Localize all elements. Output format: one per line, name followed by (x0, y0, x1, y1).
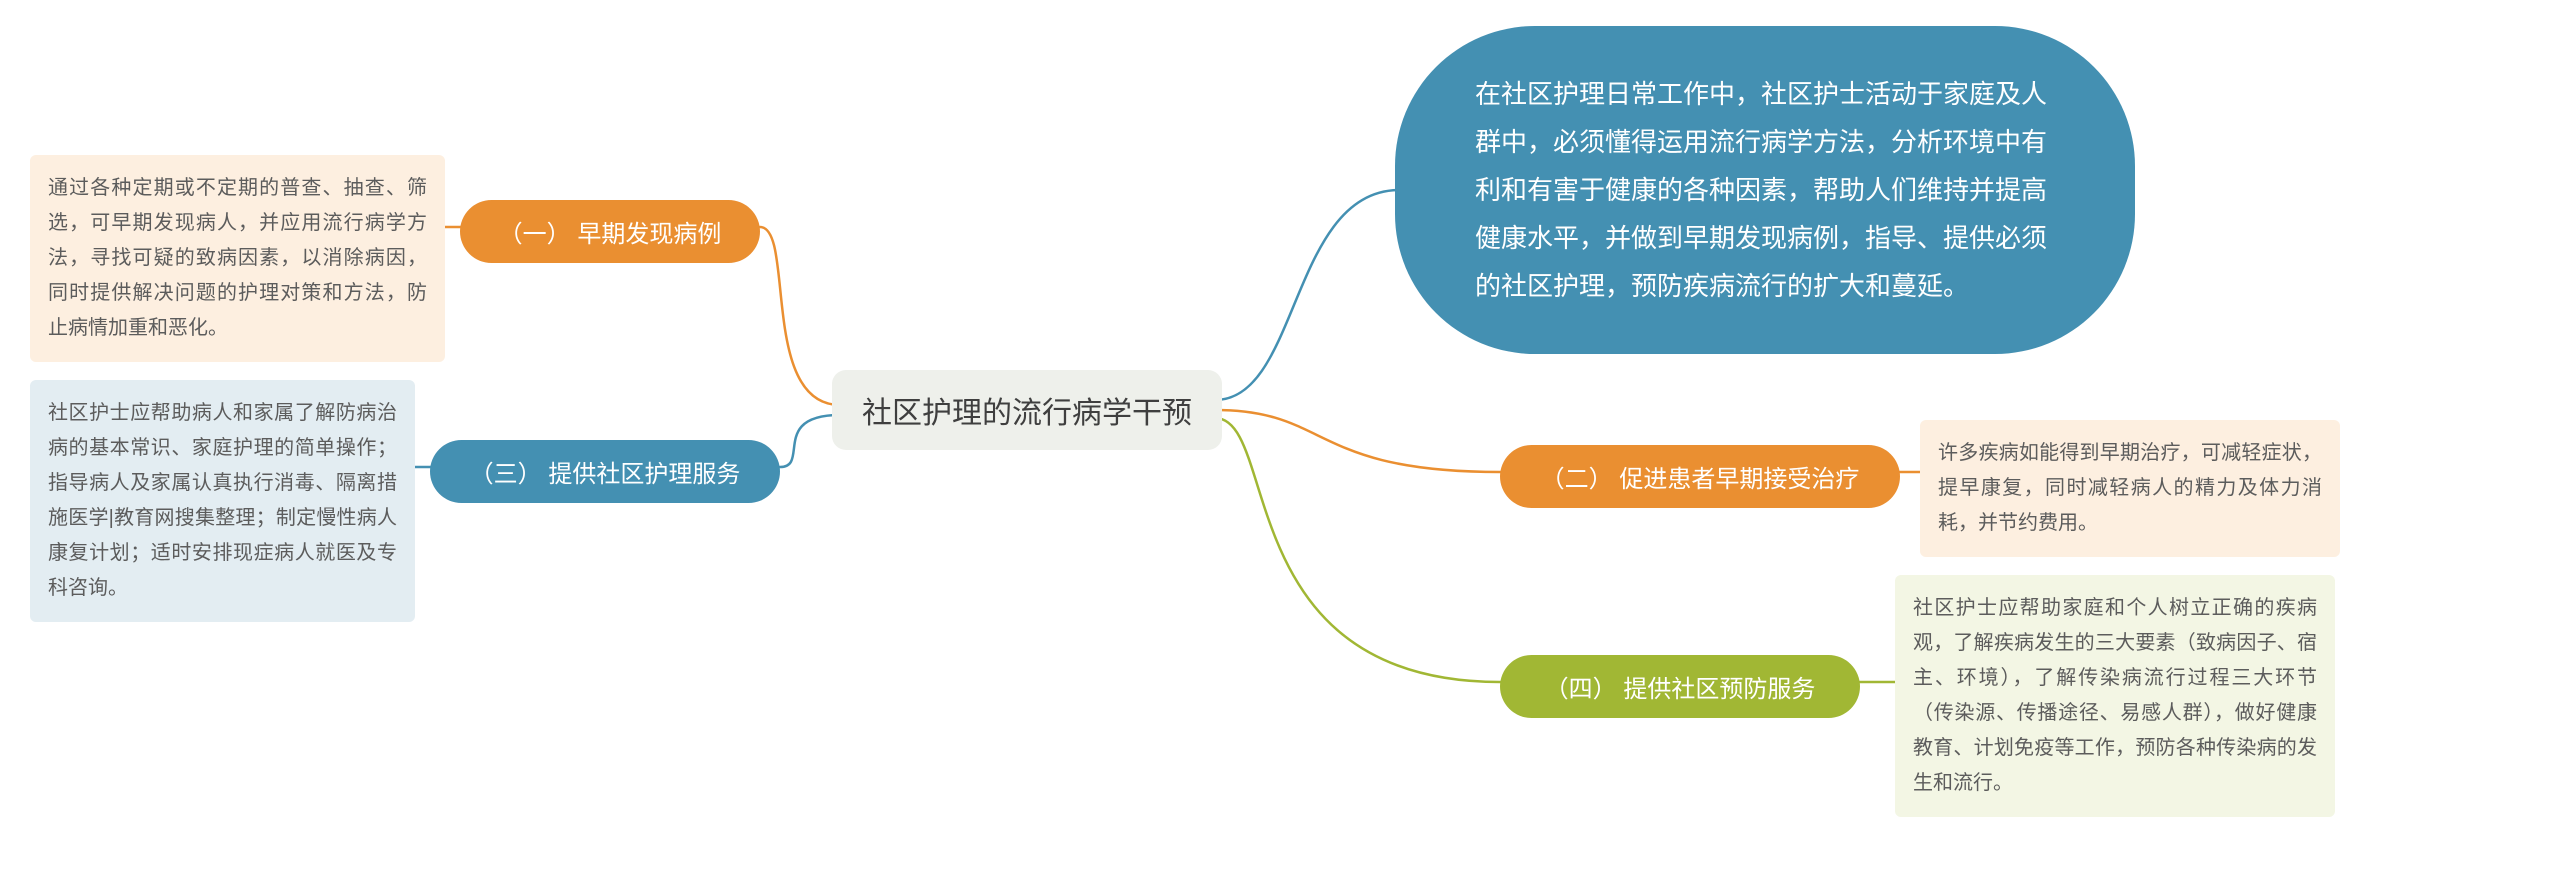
center-node[interactable]: 社区护理的流行病学干预 (832, 370, 1222, 450)
leaf-one[interactable]: 通过各种定期或不定期的普查、抽查、筛选，可早期发现病人，并应用流行病学方法，寻找… (30, 155, 445, 362)
intro-leaf[interactable]: 在社区护理日常工作中，社区护士活动于家庭及人群中，必须懂得运用流行病学方法，分析… (1395, 26, 2135, 354)
connector-edge (1215, 418, 1500, 682)
branch-one[interactable]: （一） 早期发现病例 (460, 200, 760, 263)
connector-edge (780, 415, 840, 467)
connector-edge (1215, 410, 1500, 472)
leaf-four[interactable]: 社区护士应帮助家庭和个人树立正确的疾病观，了解疾病发生的三大要素（致病因子、宿主… (1895, 575, 2335, 817)
connector-edge (1215, 190, 1400, 400)
branch-four[interactable]: （四） 提供社区预防服务 (1500, 655, 1860, 718)
branch-two[interactable]: （二） 促进患者早期接受治疗 (1500, 445, 1900, 508)
mindmap-stage: 社区护理的流行病学干预 在社区护理日常工作中，社区护士活动于家庭及人群中，必须懂… (0, 0, 2560, 895)
leaf-three[interactable]: 社区护士应帮助病人和家属了解防病治病的基本常识、家庭护理的简单操作；指导病人及家… (30, 380, 415, 622)
connector-edge (760, 227, 840, 405)
branch-three[interactable]: （三） 提供社区护理服务 (430, 440, 780, 503)
leaf-two[interactable]: 许多疾病如能得到早期治疗，可减轻症状，提早康复，同时减轻病人的精力及体力消耗，并… (1920, 420, 2340, 557)
